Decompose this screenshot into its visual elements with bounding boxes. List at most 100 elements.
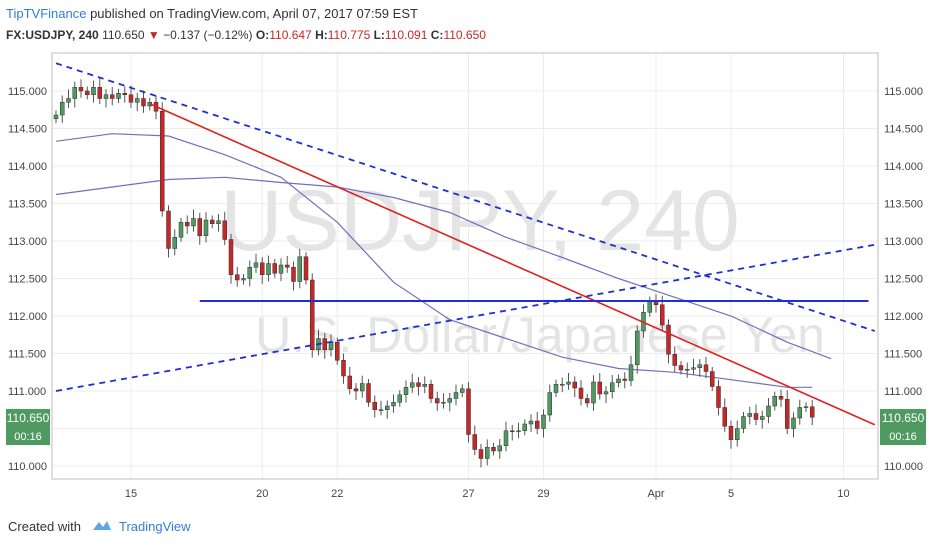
price-tag-value-right: 110.650 <box>882 411 925 425</box>
candle-body <box>303 256 309 281</box>
created-with-text: Created with <box>8 519 81 534</box>
publisher-link[interactable]: TipTVFinance <box>6 6 87 21</box>
watermark-symbol: USDJPY, 240 <box>220 173 740 269</box>
candle-body <box>60 102 65 116</box>
candle-body <box>728 426 734 440</box>
trend-lines[interactable] <box>55 62 876 426</box>
candle-body <box>791 417 796 429</box>
candle-body <box>353 388 359 392</box>
price-tag-countdown-right: 00:16 <box>889 431 917 443</box>
x-tick-label: 27 <box>462 488 474 500</box>
candle-body <box>735 428 740 440</box>
candle-body <box>660 304 665 326</box>
candle-body <box>260 262 265 275</box>
candle-body <box>385 405 390 410</box>
y-tick-label-right: 114.500 <box>884 124 923 136</box>
candle-body <box>435 398 440 404</box>
candle-body <box>672 354 677 366</box>
x-tick-label: Apr <box>647 488 664 500</box>
candle-body <box>797 407 802 419</box>
candle-body <box>97 87 102 99</box>
candle-body <box>247 267 252 279</box>
time-axis[interactable]: 15 20 22 27 29 Apr 5 10 <box>125 488 850 500</box>
close-label: C: <box>430 28 444 42</box>
candle-body <box>85 90 90 95</box>
candle-body <box>460 388 465 393</box>
candle-body <box>597 381 602 395</box>
candle-body <box>166 210 171 249</box>
candle-body <box>403 387 409 395</box>
candle-body <box>285 264 290 268</box>
candle-body <box>366 383 371 403</box>
candle-body <box>185 222 190 227</box>
x-tick-label: 10 <box>837 488 849 500</box>
candle-body <box>760 416 765 420</box>
y-tick-label: 114.500 <box>8 124 47 136</box>
tradingview-link[interactable]: TradingView <box>118 519 191 534</box>
candle-body <box>716 386 721 408</box>
price-tag-value: 110.650 <box>7 411 50 425</box>
y-tick-label: 113.500 <box>8 199 47 211</box>
candle-body <box>785 399 790 429</box>
candle-body <box>172 237 177 249</box>
candle-body <box>322 338 327 350</box>
candle-body <box>278 264 284 274</box>
candle-body <box>741 416 746 429</box>
symbol-label[interactable]: FX:USDJPY, 240 <box>6 28 99 42</box>
candle-body <box>691 367 696 370</box>
candle-body <box>553 384 559 393</box>
tradingview-cloud-icon[interactable] <box>91 518 113 535</box>
candle-body <box>116 93 121 99</box>
candle-body <box>335 342 340 361</box>
open-value: 110.647 <box>269 28 312 42</box>
candle-body <box>241 278 246 281</box>
candle-body <box>141 98 146 107</box>
candle-body <box>266 263 271 275</box>
y-tick-label-right: 113.500 <box>884 199 923 211</box>
candle-body <box>297 256 302 282</box>
candle-body <box>91 87 96 95</box>
candle-body <box>560 384 565 386</box>
candle-body <box>516 430 521 432</box>
y-tick-label-right: 111.500 <box>884 349 922 361</box>
x-tick-label: 15 <box>125 488 137 500</box>
candle-body <box>778 396 784 400</box>
candle-body <box>53 114 59 119</box>
candle-body <box>753 413 759 420</box>
candle-body <box>397 394 402 403</box>
candle-body <box>391 402 396 407</box>
candle-body <box>160 111 165 212</box>
candle-body <box>685 369 690 371</box>
candle-body <box>697 364 702 368</box>
candle-body <box>328 342 334 350</box>
candle-body <box>766 405 771 417</box>
published-text: published on TradingView.com, April 07, … <box>90 6 418 21</box>
y-tick-label: 114.000 <box>8 161 47 173</box>
candle-body <box>128 94 134 103</box>
candle-body <box>191 218 196 227</box>
candle-body <box>291 267 296 282</box>
candle-body <box>203 219 209 236</box>
y-tick-label-right: 112.000 <box>884 311 923 323</box>
y-tick-label: 111.000 <box>8 386 46 398</box>
down-arrow-icon: ▼ <box>147 28 160 42</box>
low-label: L: <box>373 28 385 42</box>
y-tick-label: 112.500 <box>8 274 47 286</box>
close-value: 110.650 <box>443 28 486 42</box>
candle-body <box>710 371 715 387</box>
candle-body <box>466 388 471 435</box>
x-tick-label: 29 <box>537 488 549 500</box>
candle-body <box>610 382 615 392</box>
candle-body <box>747 413 752 417</box>
x-tick-label: 5 <box>728 488 734 500</box>
candle-body <box>110 94 115 99</box>
symbol-legend: FX:USDJPY, 240 110.650 ▼ −0.137 (−0.12%)… <box>6 28 486 42</box>
candle-body <box>666 324 671 355</box>
candle-body <box>103 94 109 99</box>
candle-body <box>603 391 609 395</box>
candle-body <box>428 384 434 399</box>
candle-body <box>541 414 546 429</box>
candle-body <box>572 381 577 389</box>
y-tick-label: 110.000 <box>8 461 47 473</box>
